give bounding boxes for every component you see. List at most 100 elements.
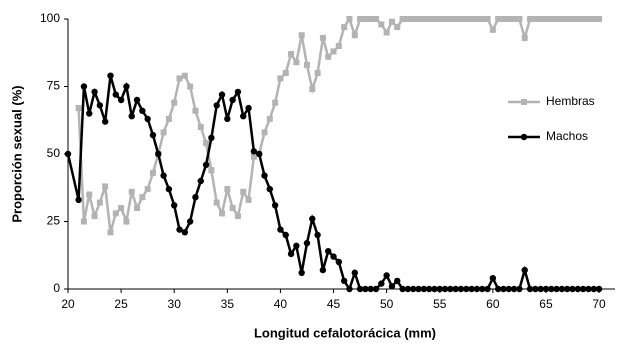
data-point bbox=[240, 113, 247, 120]
data-point bbox=[118, 205, 125, 211]
data-point bbox=[335, 258, 343, 266]
data-point bbox=[282, 70, 289, 76]
data-point bbox=[356, 285, 364, 293]
data-point bbox=[298, 32, 305, 39]
data-point bbox=[288, 51, 295, 58]
data-point bbox=[224, 115, 231, 123]
data-point bbox=[468, 285, 475, 293]
data-point bbox=[319, 266, 327, 274]
data-point bbox=[399, 16, 406, 22]
data-point bbox=[96, 102, 104, 109]
y-tick-label: 50 bbox=[47, 146, 61, 160]
data-point bbox=[500, 285, 507, 293]
data-point bbox=[410, 16, 417, 22]
data-point bbox=[340, 277, 348, 285]
data-point bbox=[117, 96, 125, 104]
data-point bbox=[213, 102, 220, 109]
data-point bbox=[335, 43, 342, 49]
data-point bbox=[431, 16, 438, 22]
y-tick-label: 100 bbox=[40, 11, 60, 25]
data-point bbox=[171, 99, 178, 106]
y-tick-label: 75 bbox=[47, 79, 61, 93]
data-point bbox=[388, 283, 396, 290]
x-tick-label: 65 bbox=[539, 297, 553, 311]
data-point bbox=[574, 285, 582, 293]
data-point bbox=[452, 16, 459, 22]
data-point bbox=[277, 226, 284, 233]
data-point bbox=[314, 70, 321, 76]
data-point bbox=[420, 285, 428, 293]
x-tick-label: 45 bbox=[327, 297, 341, 311]
x-tick-label: 25 bbox=[114, 297, 128, 311]
data-point bbox=[442, 16, 449, 22]
data-point bbox=[80, 83, 88, 90]
y-tick-label: 0 bbox=[53, 281, 60, 295]
data-point bbox=[585, 16, 592, 22]
data-point bbox=[303, 239, 311, 247]
data-point bbox=[500, 16, 507, 22]
data-point bbox=[569, 16, 576, 22]
data-point bbox=[425, 285, 433, 293]
data-point bbox=[287, 250, 295, 258]
data-point bbox=[107, 229, 114, 236]
data-point bbox=[495, 16, 502, 22]
data-point bbox=[218, 91, 226, 98]
x-tick-label: 55 bbox=[433, 297, 447, 311]
data-point bbox=[86, 191, 93, 198]
data-point bbox=[123, 218, 130, 225]
data-point bbox=[574, 16, 581, 22]
data-point bbox=[367, 16, 374, 22]
x-tick-label: 60 bbox=[486, 297, 500, 311]
y-axis-title: Proporción sexual (%) bbox=[9, 85, 24, 222]
data-point bbox=[171, 202, 178, 209]
data-point bbox=[537, 285, 544, 293]
data-point bbox=[564, 285, 571, 293]
data-point bbox=[378, 280, 385, 287]
data-point bbox=[80, 218, 87, 225]
data-point bbox=[516, 16, 523, 22]
data-point bbox=[187, 83, 194, 90]
data-point bbox=[277, 75, 284, 82]
data-point bbox=[447, 16, 454, 22]
data-point bbox=[293, 59, 300, 66]
data-point bbox=[149, 131, 157, 139]
data-point bbox=[357, 16, 364, 22]
data-point bbox=[192, 107, 199, 114]
data-point bbox=[325, 248, 332, 255]
data-point bbox=[75, 105, 82, 112]
data-point bbox=[351, 269, 358, 276]
data-point bbox=[314, 231, 321, 239]
data-point bbox=[208, 134, 215, 141]
data-point bbox=[309, 215, 316, 222]
data-point bbox=[521, 266, 528, 274]
data-point bbox=[282, 231, 289, 239]
data-point bbox=[372, 285, 380, 293]
data-point bbox=[181, 229, 189, 236]
data-point bbox=[463, 285, 470, 293]
data-point bbox=[176, 75, 183, 82]
data-point bbox=[532, 285, 539, 293]
data-point bbox=[548, 16, 555, 22]
data-point bbox=[298, 269, 305, 276]
legend-marker bbox=[520, 133, 528, 141]
data-point bbox=[213, 199, 220, 206]
data-point bbox=[208, 167, 215, 174]
data-point bbox=[255, 150, 263, 158]
data-point bbox=[139, 107, 146, 115]
data-point bbox=[362, 285, 369, 293]
data-point bbox=[553, 285, 560, 293]
data-point bbox=[436, 285, 443, 293]
data-point bbox=[176, 226, 183, 233]
data-point bbox=[112, 210, 119, 217]
data-point bbox=[229, 96, 236, 104]
data-point bbox=[516, 285, 523, 293]
data-point bbox=[341, 24, 348, 31]
data-point bbox=[404, 16, 411, 22]
data-point bbox=[484, 285, 491, 293]
data-point bbox=[202, 161, 210, 168]
data-point bbox=[234, 88, 242, 96]
data-point bbox=[590, 16, 597, 22]
data-point bbox=[319, 34, 326, 41]
data-point bbox=[537, 16, 544, 22]
